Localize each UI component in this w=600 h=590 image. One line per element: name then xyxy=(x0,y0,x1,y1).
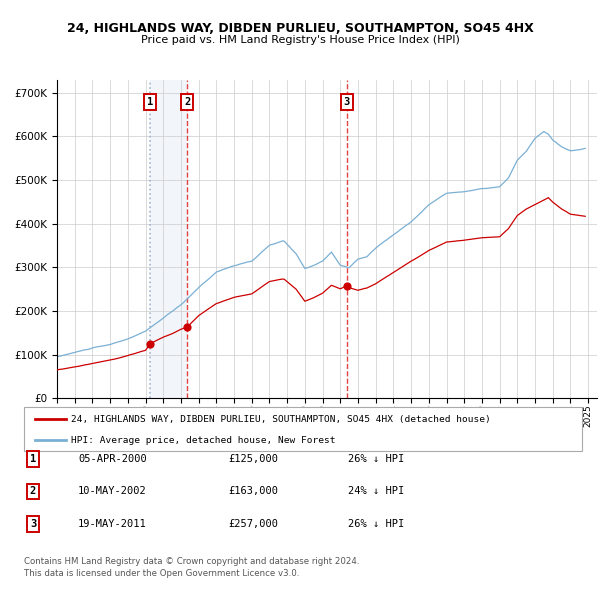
Text: 10-MAY-2002: 10-MAY-2002 xyxy=(78,487,147,496)
Text: 3: 3 xyxy=(344,97,350,107)
Text: 1: 1 xyxy=(147,97,153,107)
Text: HPI: Average price, detached house, New Forest: HPI: Average price, detached house, New … xyxy=(71,436,336,445)
Text: 24, HIGHLANDS WAY, DIBDEN PURLIEU, SOUTHAMPTON, SO45 4HX (detached house): 24, HIGHLANDS WAY, DIBDEN PURLIEU, SOUTH… xyxy=(71,415,491,424)
Text: 1: 1 xyxy=(30,454,36,464)
Bar xyxy=(150,80,187,398)
FancyBboxPatch shape xyxy=(24,407,582,451)
Text: 26% ↓ HPI: 26% ↓ HPI xyxy=(348,519,404,529)
Text: £125,000: £125,000 xyxy=(228,454,278,464)
Text: 2: 2 xyxy=(30,487,36,496)
Text: Contains HM Land Registry data © Crown copyright and database right 2024.: Contains HM Land Registry data © Crown c… xyxy=(24,557,359,566)
Text: This data is licensed under the Open Government Licence v3.0.: This data is licensed under the Open Gov… xyxy=(24,569,299,578)
Text: Price paid vs. HM Land Registry's House Price Index (HPI): Price paid vs. HM Land Registry's House … xyxy=(140,35,460,45)
Text: 26% ↓ HPI: 26% ↓ HPI xyxy=(348,454,404,464)
Text: 2: 2 xyxy=(184,97,190,107)
Text: 05-APR-2000: 05-APR-2000 xyxy=(78,454,147,464)
Point xyxy=(145,339,155,349)
Point xyxy=(342,281,352,291)
Text: 3: 3 xyxy=(30,519,36,529)
Text: 19-MAY-2011: 19-MAY-2011 xyxy=(78,519,147,529)
Text: 24% ↓ HPI: 24% ↓ HPI xyxy=(348,487,404,496)
Text: £163,000: £163,000 xyxy=(228,487,278,496)
Point xyxy=(182,322,192,332)
Text: 24, HIGHLANDS WAY, DIBDEN PURLIEU, SOUTHAMPTON, SO45 4HX: 24, HIGHLANDS WAY, DIBDEN PURLIEU, SOUTH… xyxy=(67,22,533,35)
Text: £257,000: £257,000 xyxy=(228,519,278,529)
